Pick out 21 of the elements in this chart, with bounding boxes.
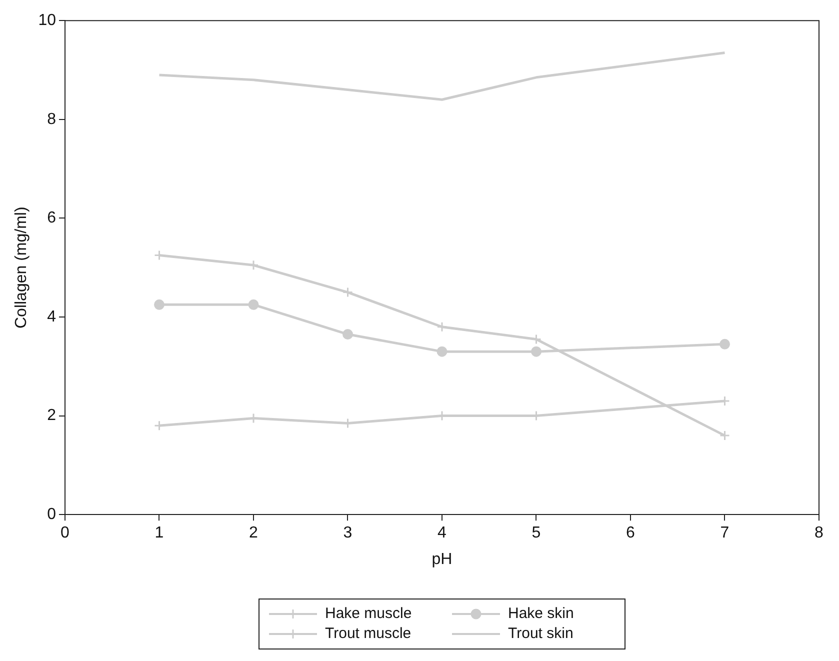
legend-label: Trout skin xyxy=(508,625,574,642)
legend-label: Trout muscle xyxy=(325,625,412,642)
x-tick-label: 8 xyxy=(814,524,824,542)
x-tick-label: 1 xyxy=(154,524,164,542)
y-axis-title: Collagen (mg/ml) xyxy=(13,206,30,329)
y-tick-label: 8 xyxy=(47,110,56,128)
y-tick-label: 2 xyxy=(47,407,56,424)
x-tick-label: 5 xyxy=(532,524,541,542)
y-tick-label: 6 xyxy=(47,210,56,227)
y-tick-label: 4 xyxy=(47,308,56,326)
y-tick-label: 0 xyxy=(47,506,56,524)
x-tick-label: 0 xyxy=(60,524,70,542)
x-tick-label: 7 xyxy=(720,524,730,542)
x-axis-title: pH xyxy=(432,550,452,568)
legend-label: Hake skin xyxy=(508,605,574,622)
legend-label: Hake muscle xyxy=(325,605,412,622)
y-tick-label: 10 xyxy=(38,12,56,30)
x-tick-label: 2 xyxy=(249,524,258,542)
x-tick-label: 6 xyxy=(626,524,636,542)
x-tick-label: 4 xyxy=(438,524,447,542)
x-tick-label: 3 xyxy=(343,524,352,542)
